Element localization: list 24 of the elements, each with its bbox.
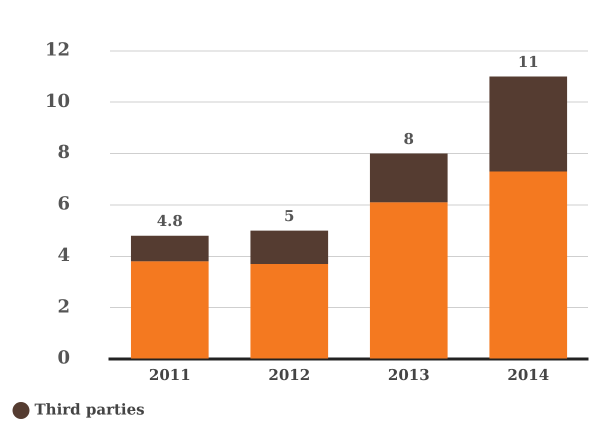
bar: [130, 261, 209, 358]
bar: [489, 76, 568, 172]
y-tick-label: 6: [58, 194, 70, 215]
x-tick-label: 2013: [388, 366, 430, 384]
x-tick-label: 2012: [268, 366, 310, 384]
bar: [370, 154, 448, 202]
bar: [250, 230, 328, 264]
total-label: 11: [518, 52, 539, 71]
y-tick-label: 8: [58, 142, 70, 164]
total-label: 8: [404, 130, 414, 148]
bar: [489, 172, 568, 358]
x-tick-label: 2014: [507, 366, 550, 384]
x-tick-label: 2011: [148, 366, 191, 384]
total-label: 5: [284, 206, 294, 225]
total-label: 4.8: [156, 212, 183, 230]
y-tick-label: 10: [44, 90, 70, 112]
y-tick-label: 2: [58, 296, 70, 318]
bar: [130, 236, 209, 262]
y-tick-label: 12: [44, 39, 70, 60]
y-tick-label: 0: [58, 348, 70, 369]
bar: [250, 264, 328, 358]
bar: [370, 202, 448, 358]
y-tick-label: 4: [58, 244, 70, 266]
legend-label: Third parties: [34, 400, 145, 418]
